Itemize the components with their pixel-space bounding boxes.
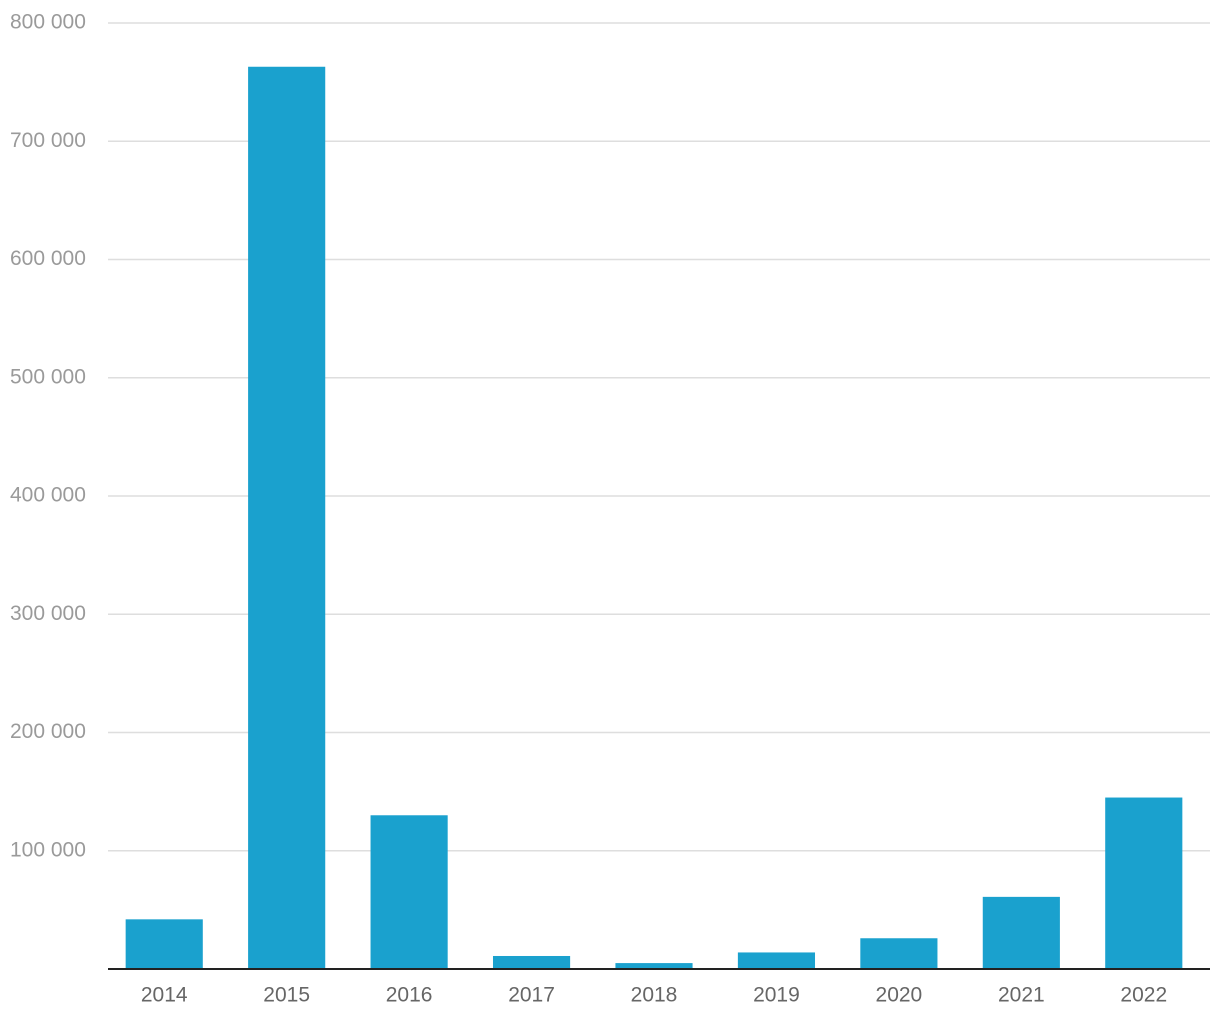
bar (492, 955, 571, 969)
bar (615, 963, 693, 969)
bar (737, 952, 816, 969)
y-tick-label: 600 000 (10, 247, 86, 270)
y-tick-label: 700 000 (10, 129, 86, 152)
y-tick-label: 300 000 (10, 602, 86, 625)
x-tick-label: 2015 (263, 984, 310, 1007)
y-tick-label: 500 000 (10, 365, 86, 388)
bar (860, 938, 938, 969)
bar (982, 896, 1060, 969)
bar (1105, 797, 1183, 969)
x-tick-label: 2016 (386, 984, 433, 1007)
x-tick-label: 2021 (998, 984, 1045, 1007)
x-tick-label: 2020 (876, 984, 923, 1007)
bar (125, 919, 203, 969)
x-tick-label: 2022 (1120, 984, 1167, 1007)
y-tick-label: 800 000 (10, 11, 86, 34)
x-tick-label: 2014 (141, 984, 188, 1007)
y-tick-label: 100 000 (10, 838, 86, 861)
bar (248, 66, 326, 969)
x-tick-label: 2018 (631, 984, 678, 1007)
x-tick-label: 2017 (508, 984, 555, 1007)
y-tick-label: 200 000 (10, 720, 86, 743)
x-tick-label: 2019 (753, 984, 800, 1007)
y-tick-label: 400 000 (10, 484, 86, 507)
bar (370, 815, 448, 969)
